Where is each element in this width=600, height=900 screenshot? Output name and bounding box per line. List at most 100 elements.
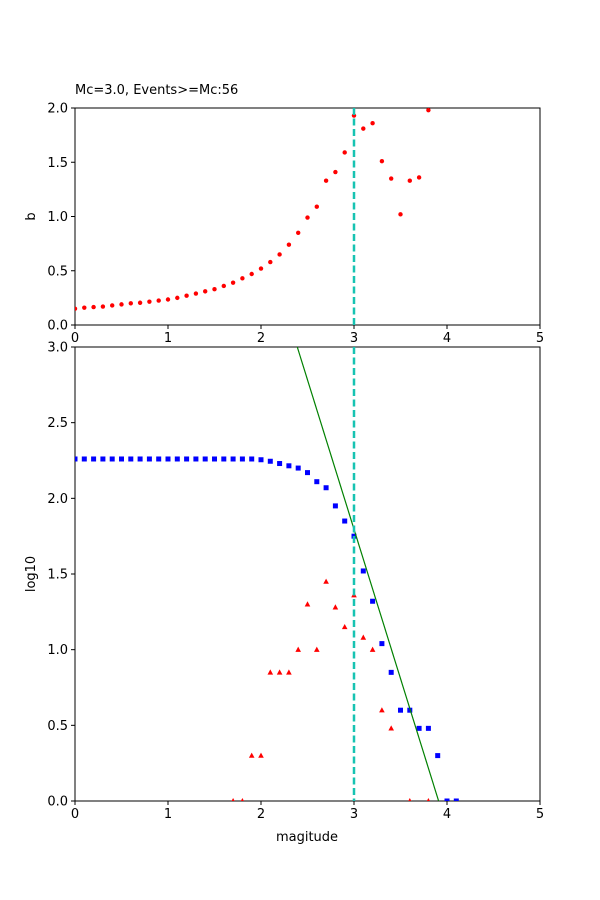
top-b-point xyxy=(398,212,403,217)
bottom-cumulative-point xyxy=(314,479,320,485)
top-b-point xyxy=(323,178,329,183)
top-b-point xyxy=(128,301,133,306)
bottom-x-tick-label: 4 xyxy=(443,807,451,822)
top-b-point xyxy=(426,108,431,113)
bottom-cumulative-point xyxy=(165,456,171,462)
top-b-point xyxy=(165,297,171,302)
top-b-point xyxy=(389,176,394,181)
bottom-cumulative-point xyxy=(342,518,348,524)
top-b-point xyxy=(75,306,78,311)
top-y-tick-label: 1.0 xyxy=(47,210,68,225)
bottom-cumulative-point xyxy=(453,798,459,801)
bottom-y-tick-label: 0.0 xyxy=(47,795,68,810)
bottom-y-tick-label: 1.0 xyxy=(47,643,68,658)
bottom-noncumulative-point xyxy=(231,798,235,801)
bottom-cumulative-point xyxy=(379,641,385,647)
bottom-cumulative-point xyxy=(323,485,329,491)
bottom-cumulative-point xyxy=(444,798,450,801)
bottom-cumulative-point xyxy=(100,456,106,462)
bottom-noncumulative-point xyxy=(276,669,283,675)
bottom-cumulative-point xyxy=(435,753,441,759)
top-b-point xyxy=(212,286,217,292)
bottom-noncumulative-point xyxy=(267,669,274,675)
bottom-x-tick-label: 5 xyxy=(536,807,544,822)
top-b-point xyxy=(240,276,245,281)
bottom-cumulative-point xyxy=(277,461,283,467)
bottom-cumulative-point xyxy=(239,456,245,462)
bottom-chart-xlabel: magitude xyxy=(276,830,338,845)
bottom-cumulative-point xyxy=(128,456,134,462)
bottom-noncumulative-point xyxy=(295,646,301,652)
top-b-point xyxy=(361,126,366,131)
bottom-cumulative-point xyxy=(295,465,301,471)
bottom-chart-ylabel: log10 xyxy=(24,556,39,592)
top-b-point xyxy=(342,150,347,155)
bottom-cumulative-point xyxy=(370,598,376,604)
bottom-cumulative-point xyxy=(286,463,292,469)
top-b-point xyxy=(258,266,264,271)
top-b-point xyxy=(333,169,338,175)
bottom-cumulative-point xyxy=(109,456,115,462)
bottom-cumulative-point xyxy=(91,456,97,462)
bottom-cumulative-point xyxy=(360,568,366,574)
bottom-cumulative-point xyxy=(416,725,422,731)
bottom-cumulative-point xyxy=(146,456,152,462)
top-b-point xyxy=(110,303,115,308)
top-y-tick-label: 1.5 xyxy=(47,156,68,171)
top-chart-data-points xyxy=(75,108,431,325)
top-b-point xyxy=(230,280,236,285)
top-b-point xyxy=(100,304,106,309)
bottom-noncumulative-point xyxy=(323,578,329,584)
bottom-noncumulative-point xyxy=(360,634,367,640)
bottom-noncumulative-point xyxy=(379,707,385,713)
top-b-point xyxy=(416,175,422,180)
top-b-point xyxy=(175,295,180,301)
bottom-chart-log10: magitude log10 0 1 2 3 4 5 0.0 0.5 1.0 1.5 2.0 2.5 3… xyxy=(24,341,544,846)
bottom-noncumulative-point xyxy=(304,601,311,607)
bottom-fit-line xyxy=(296,347,440,801)
top-x-tick-label: 5 xyxy=(536,331,544,346)
bottom-noncumulative-point xyxy=(332,604,339,610)
bottom-noncumulative-point xyxy=(369,646,376,652)
top-b-point xyxy=(221,283,226,289)
bottom-cumulative-point xyxy=(202,456,208,462)
bottom-cumulative-point xyxy=(398,707,403,713)
top-b-point xyxy=(137,300,143,305)
bottom-noncumulative-point xyxy=(314,646,320,652)
bottom-y-tick-label: 0.5 xyxy=(47,719,68,734)
top-b-point xyxy=(286,242,292,247)
top-b-point xyxy=(379,158,385,164)
top-b-point xyxy=(407,178,412,183)
bottom-noncumulative-point xyxy=(248,752,255,758)
bottom-chart-data-points xyxy=(75,347,459,801)
top-chart-ylabel: b xyxy=(24,212,39,220)
top-y-tick-label: 2.0 xyxy=(47,102,68,117)
bottom-cumulative-point xyxy=(425,725,431,731)
bottom-cumulative-point xyxy=(119,456,124,462)
top-x-tick-label: 3 xyxy=(350,331,358,346)
bottom-chart-axes: 0 1 2 3 4 5 0.0 0.5 1.0 1.5 2.0 2.5 3.0 xyxy=(47,341,544,823)
bottom-noncumulative-point xyxy=(240,798,245,801)
top-y-tick-label: 0.5 xyxy=(47,264,68,279)
top-b-point xyxy=(91,304,96,310)
bottom-cumulative-point xyxy=(156,456,162,462)
bottom-cumulative-point xyxy=(184,456,190,462)
top-x-tick-label: 2 xyxy=(257,331,265,346)
top-b-point xyxy=(203,289,208,294)
top-b-point xyxy=(305,215,310,220)
bottom-cumulative-point xyxy=(332,503,338,509)
bottom-cumulative-point xyxy=(305,470,310,476)
top-b-point xyxy=(82,305,87,310)
bottom-y-tick-label: 1.5 xyxy=(47,568,68,583)
top-b-point xyxy=(119,302,124,307)
top-chart-axes: 0 1 2 3 4 5 0.0 0.5 1.0 1.5 2.0 xyxy=(47,102,544,347)
top-b-point xyxy=(147,299,152,304)
top-b-point xyxy=(268,259,273,265)
bottom-noncumulative-point xyxy=(408,798,412,801)
top-y-tick-label: 0.0 xyxy=(47,319,68,334)
bottom-noncumulative-point xyxy=(388,725,394,731)
bottom-cumulative-point xyxy=(212,456,217,462)
bottom-x-tick-label: 3 xyxy=(350,807,358,822)
